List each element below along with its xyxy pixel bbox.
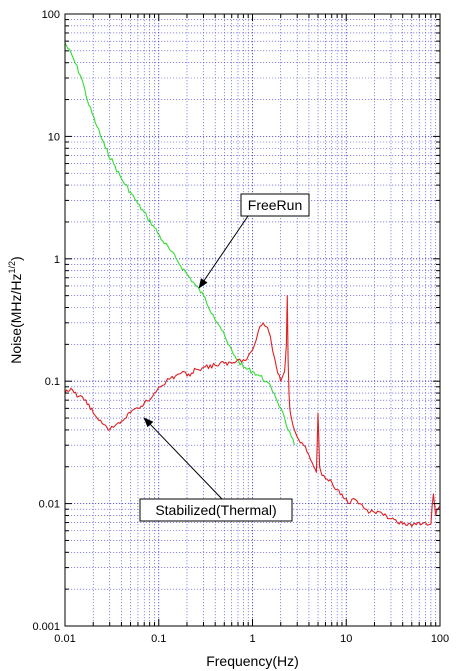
y-tick-labels: 0.001 0.01 0.1 1 10 100 xyxy=(32,9,60,633)
freerun-arrow xyxy=(198,215,249,289)
x-tick-label: 1 xyxy=(249,633,255,645)
x-tick-labels: 0.01 0.1 1 10 100 xyxy=(54,633,449,645)
y-tick-label: 0.001 xyxy=(32,621,60,633)
y-tick-label: 100 xyxy=(42,9,60,21)
freerun-label-box xyxy=(240,193,310,217)
x-tick-label: 0.01 xyxy=(54,633,75,645)
axis-ticks xyxy=(64,14,440,627)
stabilized-annotation: Stabilized(Thermal) xyxy=(139,417,293,522)
series-line-stabilized xyxy=(64,295,441,528)
y-tick-label: 0.01 xyxy=(39,499,60,511)
y-axis-label-end: ) xyxy=(8,256,24,261)
series-layer xyxy=(64,42,441,528)
y-tick-label: 1 xyxy=(54,254,60,266)
y-axis-label-superscript: 1/2 xyxy=(7,261,17,274)
x-tick-label: 100 xyxy=(431,633,449,645)
stabilized-label-box xyxy=(139,498,293,522)
x-tick-label: 10 xyxy=(340,633,352,645)
stabilized-label: Stabilized(Thermal) xyxy=(155,502,276,518)
y-axis-label: Noise(MHz/Hz1/2) xyxy=(7,256,24,363)
x-axis-label: Frequency(Hz) xyxy=(206,653,299,669)
series-line-freerun xyxy=(64,42,295,446)
y-axis-label-main: Noise(MHz/Hz xyxy=(8,273,24,363)
y-tick-label: 0.1 xyxy=(45,376,60,388)
y-tick-label: 10 xyxy=(48,131,60,143)
stabilized-arrow xyxy=(143,417,223,500)
freerun-label: FreeRun xyxy=(248,197,302,213)
x-tick-label: 0.1 xyxy=(151,633,166,645)
freerun-annotation: FreeRun xyxy=(198,193,310,289)
grid xyxy=(65,14,440,626)
